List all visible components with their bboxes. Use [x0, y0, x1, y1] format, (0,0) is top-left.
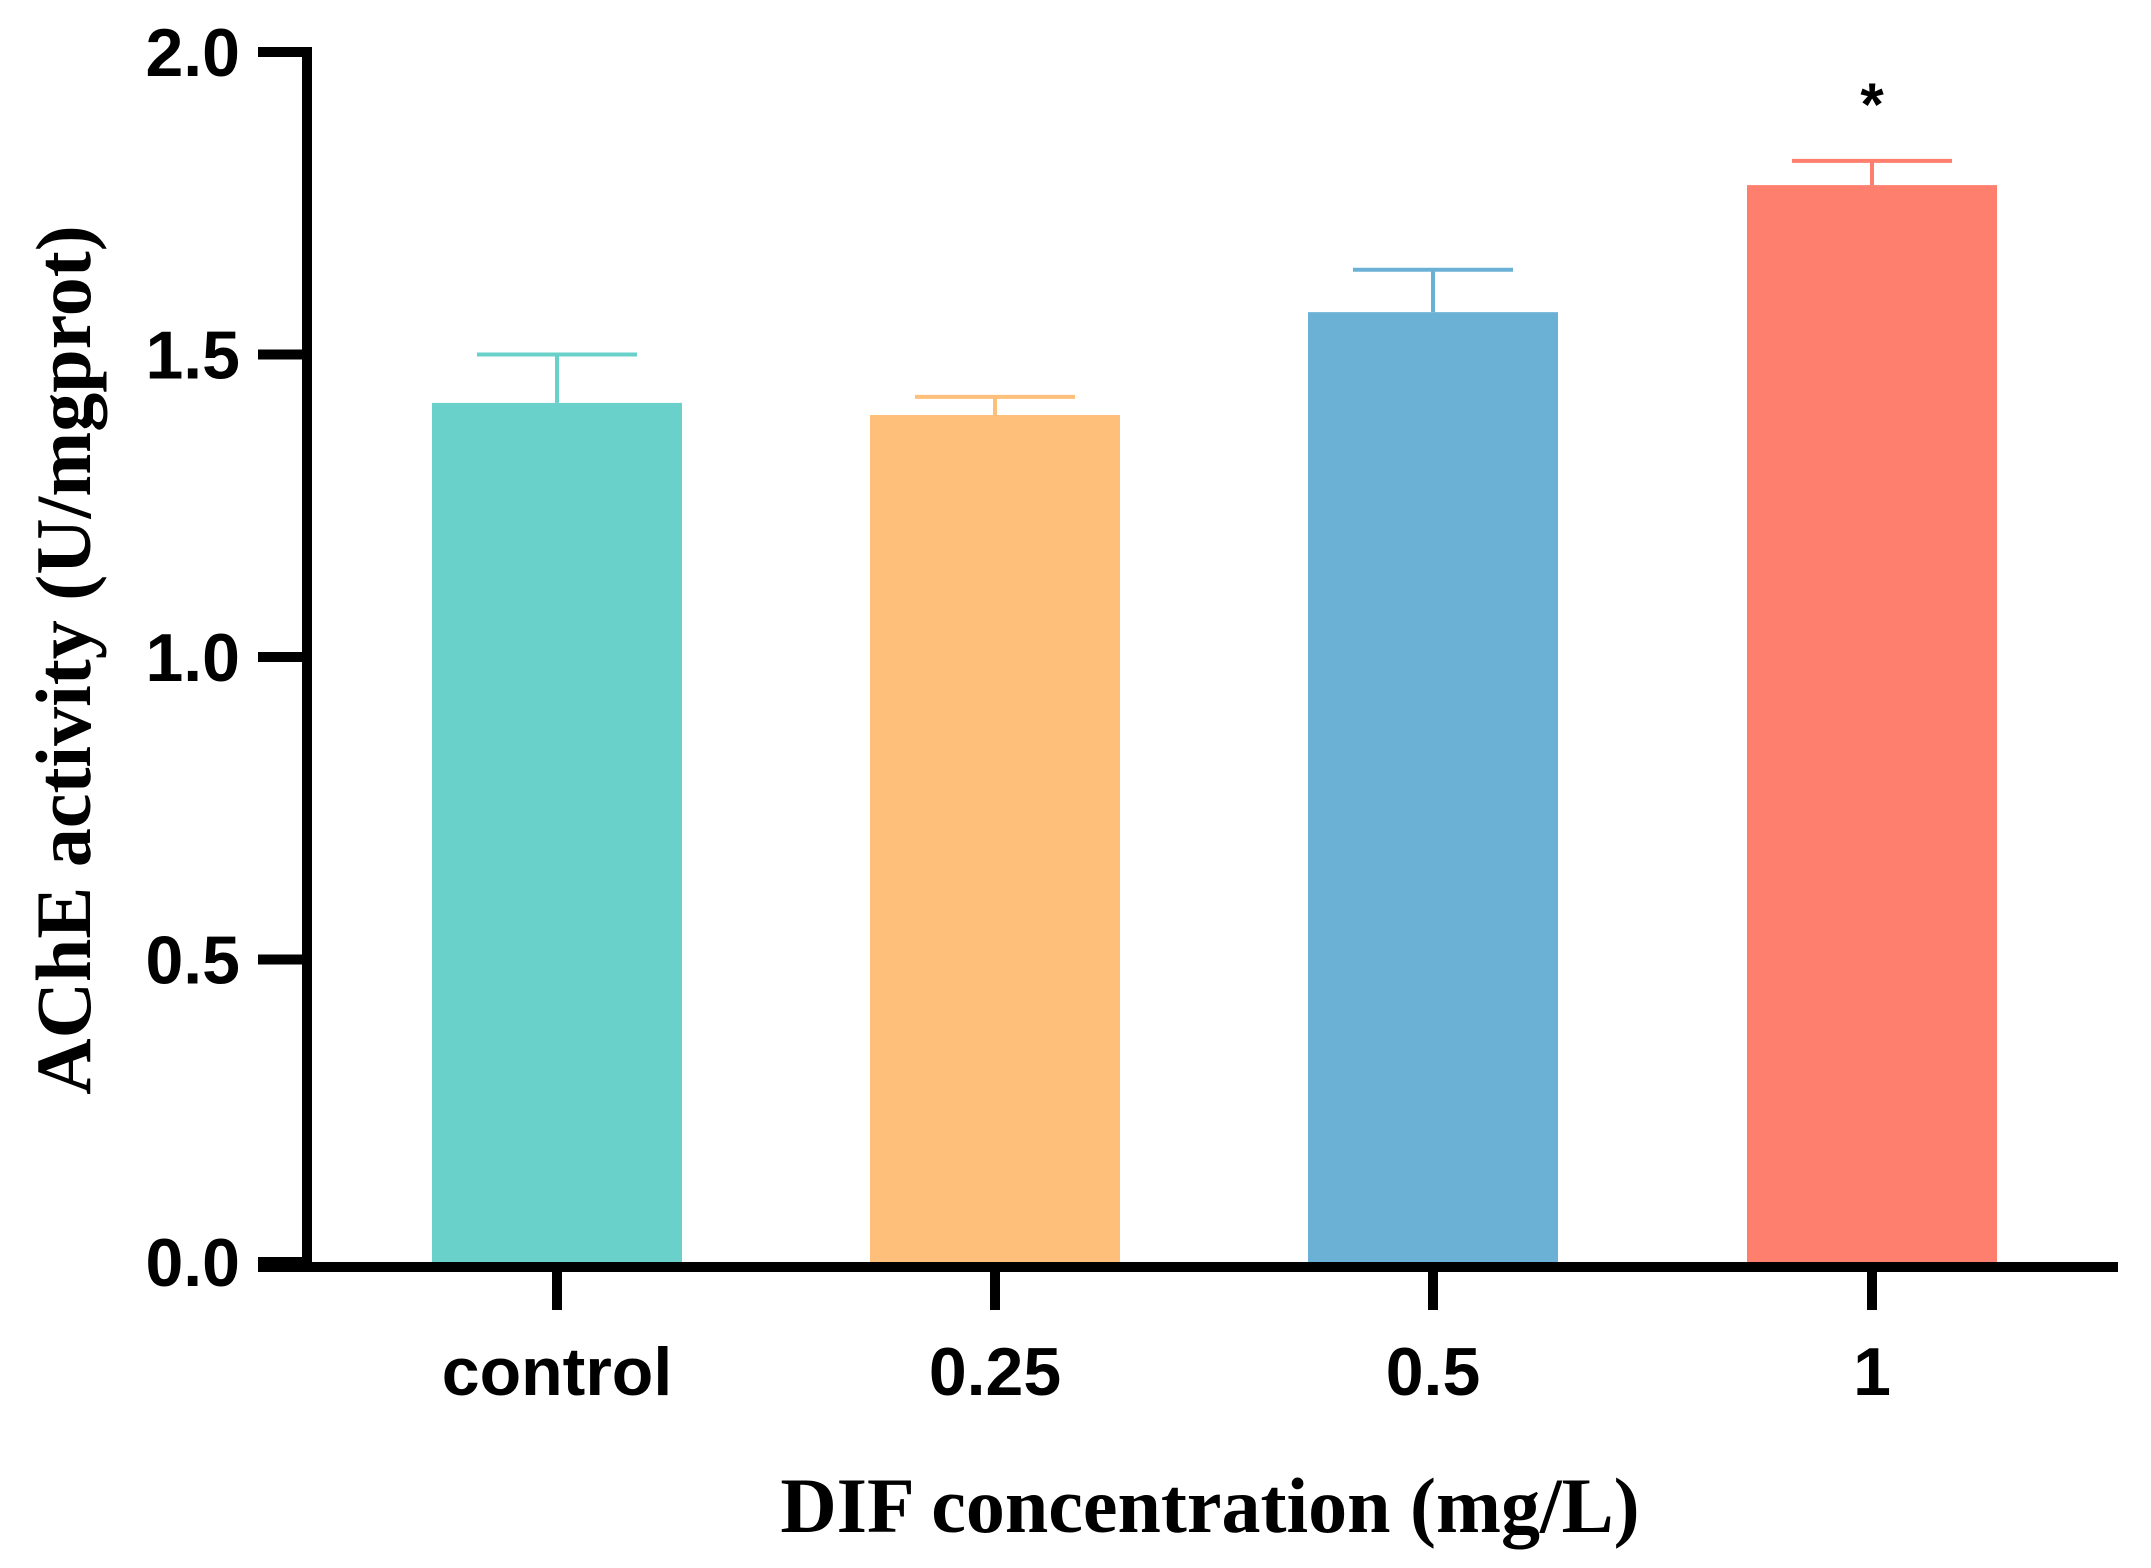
y-tick-label-3: 1.5: [145, 318, 240, 394]
x-ticks-layer: control 0.25 0.5 1: [442, 1267, 1891, 1410]
x-tick-label-1: 0.25: [929, 1334, 1061, 1410]
y-tick-label-1: 0.5: [145, 923, 240, 999]
bars-layer: [432, 185, 1997, 1263]
bar-1: [870, 415, 1120, 1262]
significance-marker-3: *: [1860, 71, 1884, 138]
error-bars-layer: [477, 158, 1952, 415]
bar-3: [1747, 185, 1997, 1263]
x-tick-label-3: 1: [1853, 1334, 1891, 1410]
y-axis-title: AChE activity (U/mgprot): [20, 225, 107, 1094]
x-tick-label-0: control: [442, 1334, 672, 1410]
x-tick-label-2: 0.5: [1386, 1334, 1481, 1410]
annotations-layer: *: [1860, 71, 1884, 138]
x-axis-title: DIF concentration (mg/L): [780, 1462, 1639, 1549]
y-ticks-layer: 0.0 0.5 1.0 1.5 2.0: [145, 15, 307, 1301]
bar-2: [1308, 312, 1558, 1262]
y-tick-label-0: 0.0: [145, 1225, 240, 1301]
bar-0: [432, 402, 682, 1262]
y-tick-label-4: 2.0: [145, 15, 240, 91]
y-tick-label-2: 1.0: [145, 620, 240, 696]
